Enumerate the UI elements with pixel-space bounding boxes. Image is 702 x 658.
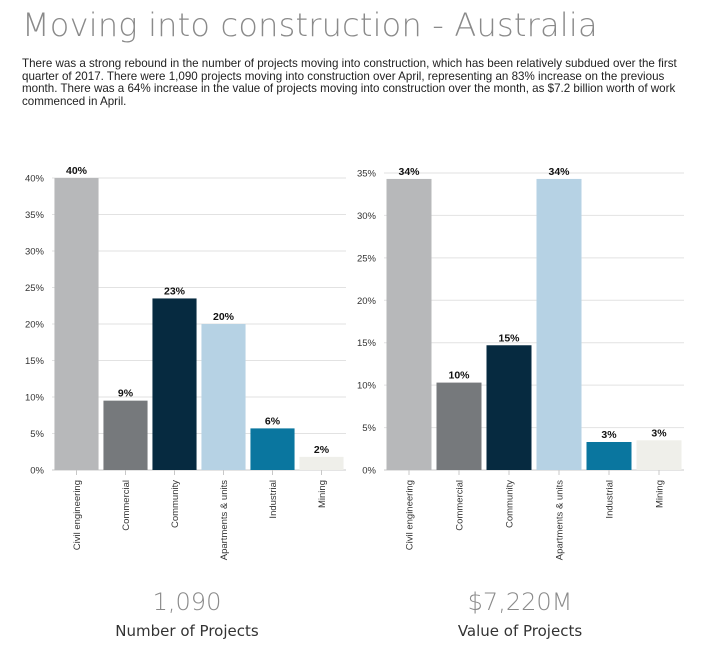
bar-commercial	[103, 400, 148, 470]
bar-civil	[386, 178, 432, 470]
y-tick-label: 10%	[25, 393, 45, 404]
bar-value-label: 10%	[448, 370, 470, 382]
page-title: Moving into construction - Australia	[22, 6, 598, 44]
intro-paragraph: There was a strong rebound in the number…	[22, 57, 677, 108]
x-category-label: Civil engineering	[405, 480, 416, 550]
bar-industrial	[250, 428, 295, 470]
x-category-label: Community	[170, 480, 181, 528]
bar-value-label: 20%	[213, 311, 235, 323]
y-tick-label: 35%	[25, 210, 45, 221]
x-category-label: Commercial	[455, 480, 466, 531]
x-category-label: Industrial	[268, 480, 279, 519]
value-bar-chart: 0% 5% 10% 15% 20% 25% 30% 35% 34% Civil engineeri…	[357, 166, 684, 561]
bar-civil	[54, 178, 99, 470]
bar-mining	[636, 440, 682, 470]
projects-count-label: Number of Projects	[115, 622, 259, 640]
bar-apartments	[201, 324, 246, 470]
bar-value-label: 15%	[498, 332, 520, 344]
bar-value-label: 23%	[164, 285, 186, 297]
x-category-label: Apartments & units	[219, 480, 230, 561]
x-category-label: Mining	[655, 480, 666, 508]
y-tick-label: 40%	[25, 174, 45, 185]
bar-value-label: 3%	[651, 427, 667, 439]
y-tick-label: 15%	[25, 356, 45, 367]
y-tick-label: 5%	[362, 423, 376, 434]
y-tick-label: 15%	[357, 338, 377, 349]
bar-value-label: 9%	[118, 388, 134, 400]
x-category-label: Civil engineering	[72, 480, 83, 550]
bar-value-label: 40%	[66, 165, 88, 177]
x-category-label: Mining	[317, 480, 328, 508]
bar-community	[486, 345, 532, 470]
y-tick-label: 25%	[25, 283, 45, 294]
bar-value-label: 34%	[548, 166, 570, 178]
y-tick-label: 25%	[357, 253, 377, 264]
y-tick-label: 30%	[357, 211, 377, 222]
x-category-label: Industrial	[605, 480, 616, 519]
y-tick-label: 10%	[357, 381, 377, 392]
y-tick-label: 20%	[25, 320, 45, 331]
y-tick-label: 35%	[357, 169, 377, 180]
projects-bar-chart: 0% 5% 10% 15% 20% 25% 30% 35% 40% 40% Civil engine…	[25, 165, 346, 561]
bar-commercial	[436, 382, 482, 470]
y-tick-label: 0%	[362, 466, 376, 477]
y-tick-label: 5%	[30, 429, 44, 440]
bar-mining	[299, 456, 344, 470]
bar-value-label: 2%	[314, 444, 330, 456]
x-category-label: Commercial	[121, 480, 132, 531]
projects-value-value: $7,220M	[467, 588, 573, 616]
x-category-label: Community	[505, 480, 516, 528]
bar-apartments	[536, 178, 582, 470]
bar-value-label: 6%	[265, 415, 281, 427]
x-category-label: Apartments & units	[555, 480, 566, 561]
bar-value-label: 34%	[398, 166, 420, 178]
y-tick-label: 0%	[30, 466, 44, 477]
projects-count-value: 1,090	[152, 588, 222, 616]
y-tick-label: 20%	[357, 296, 377, 307]
projects-value-label: Value of Projects	[457, 622, 583, 640]
bar-industrial	[586, 441, 632, 470]
bar-community	[152, 298, 197, 470]
bar-value-label: 3%	[601, 429, 617, 441]
y-tick-label: 30%	[25, 247, 45, 258]
